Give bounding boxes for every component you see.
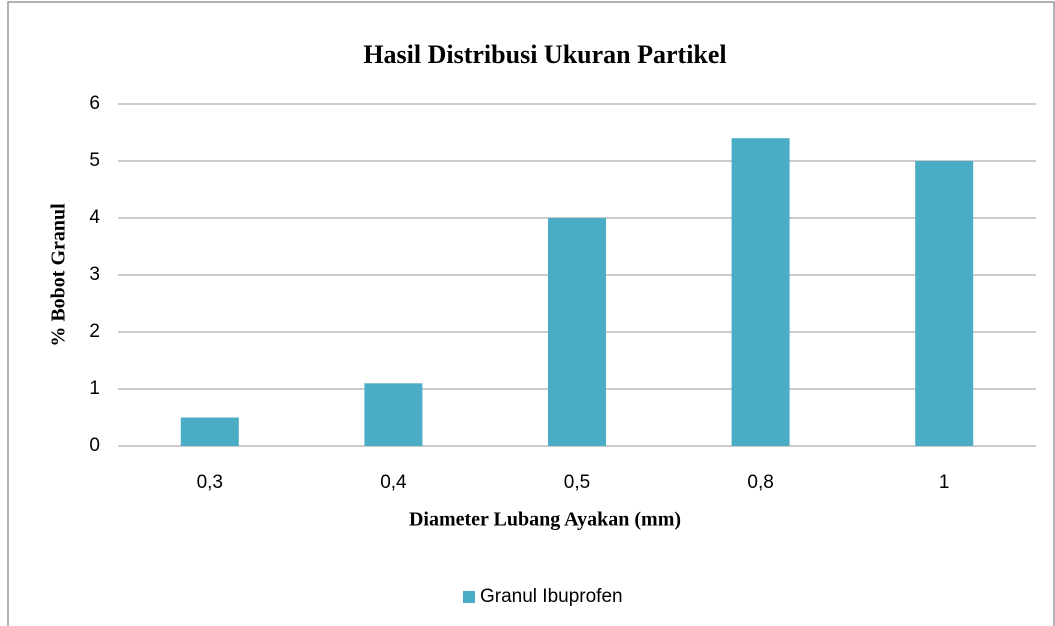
chart-title: Hasil Distribusi Ukuran Partikel (363, 40, 726, 69)
y-axis-title: % Bobot Granul (48, 203, 70, 347)
y-tick-label: 5 (89, 150, 100, 171)
y-tick-label: 4 (89, 207, 100, 228)
legend-label: Granul Ibuprofen (480, 586, 623, 607)
bar (915, 161, 973, 446)
chart-frame (8, 2, 1054, 626)
bar (548, 218, 606, 446)
bar (732, 138, 790, 446)
y-tick-label: 2 (89, 321, 100, 342)
x-tick-label: 1 (939, 472, 950, 493)
x-tick-label: 0,4 (380, 472, 407, 493)
chart: Hasil Distribusi Ukuran Partikel Diamete… (0, 0, 1055, 626)
x-tick-label: 0,3 (197, 472, 223, 493)
legend-swatch (463, 591, 475, 603)
x-axis-title: Diameter Lubang Ayakan (mm) (409, 509, 681, 531)
x-tick-label: 0,5 (564, 472, 590, 493)
bar (364, 383, 422, 446)
y-tick-label: 0 (89, 435, 100, 456)
y-tick-label: 1 (89, 378, 100, 399)
y-tick-label: 6 (89, 93, 100, 114)
bar (181, 418, 239, 447)
y-tick-label: 3 (89, 264, 100, 285)
x-tick-label: 0,8 (747, 472, 773, 493)
